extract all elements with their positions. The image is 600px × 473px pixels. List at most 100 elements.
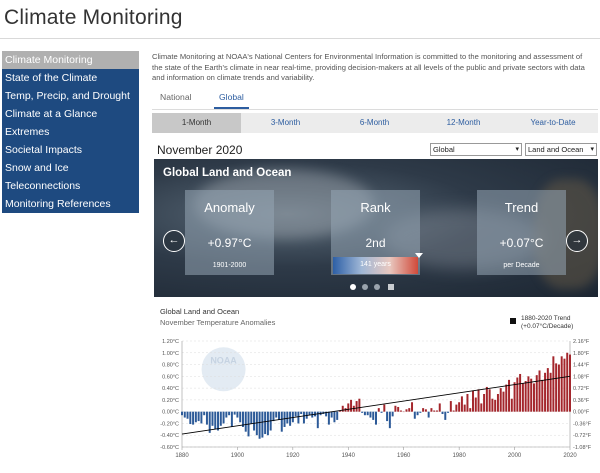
data-bar [363, 411, 366, 416]
chart-plot: NOAA 1.20°C 2.16°F 1.00°C 1.80°F 0.80°C 1.44°F… [160, 339, 592, 459]
sidebar-item-temp-precip-drought[interactable]: Temp, Precip, and Drought [2, 87, 139, 105]
data-bar [192, 411, 195, 425]
data-bar [521, 383, 524, 412]
data-bar [411, 402, 414, 412]
data-bar [203, 411, 206, 416]
data-bar [566, 352, 569, 412]
sidebar-item-teleconnections[interactable]: Teleconnections [2, 177, 139, 195]
active-tab-indicator [214, 107, 249, 109]
data-bar [544, 372, 547, 412]
data-bar [225, 411, 228, 418]
data-bar [527, 376, 530, 412]
summary-carousel: Global Land and Ocean Anomaly +0.97°C 19… [154, 159, 598, 297]
tab-1-month[interactable]: 1-Month [152, 113, 241, 133]
data-bar [460, 396, 463, 412]
data-bar [211, 411, 214, 426]
data-bar [194, 411, 197, 423]
data-bar [297, 411, 300, 424]
trend-card: Trend +0.07°C per Decade [477, 190, 566, 275]
tab-3-month[interactable]: 3-Month [270, 118, 301, 127]
data-bar [472, 390, 474, 412]
sidebar-item-climate-monitoring[interactable]: Climate Monitoring [2, 51, 139, 69]
x-tick-label: 2020 [563, 453, 577, 459]
data-bar [186, 411, 189, 419]
tab-global[interactable]: Global [219, 92, 244, 102]
rank-period: 141 years [360, 261, 391, 268]
carousel-dot[interactable] [350, 284, 356, 290]
sidebar-item-extremes[interactable]: Extremes [2, 123, 139, 141]
data-bar [291, 411, 294, 423]
data-bar [447, 411, 450, 413]
rank-card: Rank 2nd 141 years [331, 190, 423, 275]
tab-national[interactable]: National [160, 92, 192, 102]
data-bar [236, 411, 239, 418]
data-bar [532, 383, 535, 412]
tab-year-to-date[interactable]: Year-to-Date [530, 118, 576, 127]
surface-select[interactable]: Land and Ocean ▾ [525, 143, 597, 156]
data-bar [541, 379, 544, 412]
anomaly-title: Anomaly [204, 200, 255, 215]
data-bar [316, 411, 319, 429]
sidebar-item-societal-impacts[interactable]: Societal Impacts [2, 141, 139, 159]
region-select[interactable]: Global ▾ [430, 143, 522, 156]
data-bar [230, 411, 233, 427]
grid-view-icon[interactable] [388, 284, 394, 290]
carousel-dot[interactable] [362, 284, 368, 290]
data-bar [413, 411, 416, 419]
surface-select-value: Land and Ocean [528, 145, 584, 154]
sidebar-item-state-of-the-climate[interactable]: State of the Climate [2, 69, 139, 87]
data-bar [217, 411, 220, 431]
data-bar [438, 403, 441, 412]
rank-title: Rank [360, 200, 391, 215]
sidebar-item-climate-at-a-glance[interactable]: Climate at a Glance [2, 105, 139, 123]
data-bar [552, 356, 555, 412]
data-bar [208, 411, 211, 433]
y-tick-label-f: -0.72°F [573, 433, 592, 439]
data-bar [219, 411, 222, 426]
data-bar [283, 411, 286, 427]
rank-marker-icon [415, 253, 423, 258]
data-bar [366, 411, 369, 416]
data-bar [474, 397, 477, 412]
sidebar-item-snow-and-ice[interactable]: Snow and Ice [2, 159, 139, 177]
sidebar-item-monitoring-references[interactable]: Monitoring References [2, 195, 139, 213]
x-tick-label: 1900 [231, 453, 245, 459]
data-bar [530, 378, 533, 412]
y-tick-label-c: 0.80°C [162, 363, 179, 369]
trend-line [181, 375, 571, 435]
data-bar [338, 410, 341, 412]
data-bar [336, 411, 339, 420]
data-bar [433, 410, 436, 412]
y-tick-label-f: 1.44°F [573, 363, 590, 369]
noaa-logo-text: NOAA [210, 355, 237, 365]
data-bar [483, 394, 486, 412]
x-tick-label: 1920 [286, 453, 300, 459]
tab-12-month[interactable]: 12-Month [446, 118, 481, 127]
carousel-dot[interactable] [374, 284, 380, 290]
data-bar [435, 410, 438, 412]
data-bar [386, 411, 389, 422]
arrow-left-icon[interactable]: ← [163, 230, 185, 252]
data-bar [419, 411, 422, 413]
data-bar [455, 404, 458, 412]
tab-6-month[interactable]: 6-Month [359, 118, 390, 127]
data-bar [510, 398, 513, 412]
data-bar [485, 386, 488, 412]
data-bar [255, 411, 258, 436]
data-bar [449, 401, 452, 412]
x-tick-label: 1880 [175, 453, 189, 459]
data-bar [377, 408, 380, 412]
y-tick-label-c: 1.20°C [162, 339, 179, 345]
data-bar [358, 398, 361, 412]
data-bar [422, 408, 425, 412]
data-bar [560, 356, 563, 412]
data-bar [391, 411, 394, 417]
data-bar [502, 391, 505, 412]
data-bar [214, 411, 217, 430]
data-bar [538, 370, 541, 412]
anomaly-value: +0.97°C [207, 236, 252, 250]
arrow-right-icon[interactable]: → [566, 230, 588, 252]
data-bar [205, 411, 208, 425]
y-tick-label-f: 0.72°F [573, 386, 590, 392]
data-bar [477, 389, 480, 412]
